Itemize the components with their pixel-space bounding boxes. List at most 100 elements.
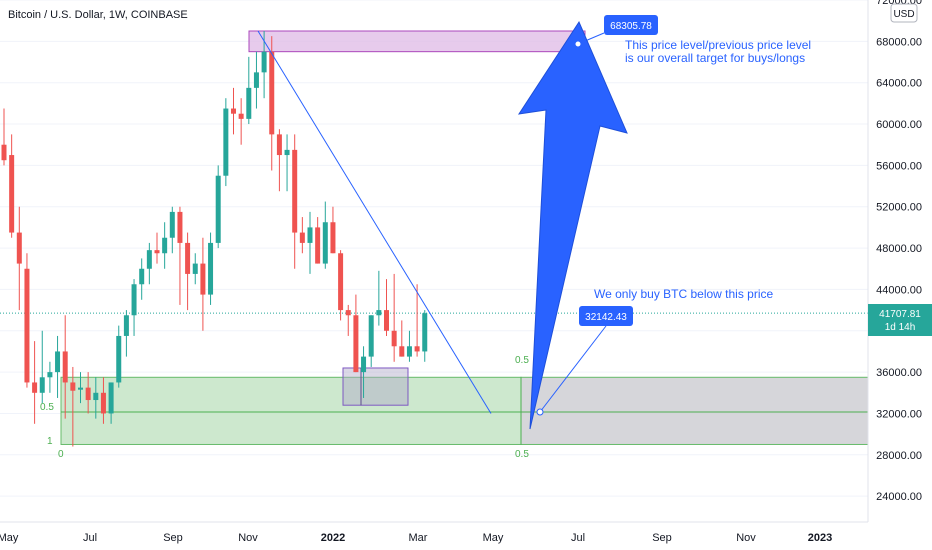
candle-body[interactable] bbox=[269, 51, 275, 135]
candle-body[interactable] bbox=[131, 284, 137, 316]
time-tick-label: 2023 bbox=[808, 532, 832, 544]
candle-body[interactable] bbox=[78, 387, 83, 390]
time-tick-label: May bbox=[483, 532, 504, 544]
candle-body[interactable] bbox=[215, 175, 221, 243]
candle-body[interactable] bbox=[200, 263, 206, 295]
candle-body[interactable] bbox=[9, 155, 15, 233]
candle-body[interactable] bbox=[39, 377, 45, 393]
candle-body[interactable] bbox=[85, 387, 91, 401]
candle-body[interactable] bbox=[162, 237, 168, 254]
fib-label-right-half-bottom: 0.5 bbox=[515, 449, 529, 460]
buy-zone[interactable] bbox=[60, 376, 522, 445]
candle-body[interactable] bbox=[185, 242, 191, 274]
candle-body[interactable] bbox=[100, 392, 106, 414]
chart-title: Bitcoin / U.S. Dollar, 1W, COINBASE bbox=[8, 9, 188, 21]
candle-body[interactable] bbox=[192, 263, 198, 274]
candle-body[interactable] bbox=[116, 335, 122, 383]
candle-body[interactable] bbox=[422, 313, 428, 352]
price-axis[interactable]: 24000.0028000.0032000.0036000.0040000.00… bbox=[867, 0, 932, 550]
candle-body[interactable] bbox=[246, 87, 252, 119]
candle-body[interactable] bbox=[223, 108, 229, 176]
candle-body[interactable] bbox=[146, 250, 152, 269]
time-tick-label: Mar bbox=[409, 532, 428, 544]
candle-body[interactable] bbox=[338, 253, 344, 311]
candle-body[interactable] bbox=[307, 227, 313, 243]
buy-note: We only buy BTC below this price bbox=[594, 287, 774, 301]
candle-body[interactable] bbox=[62, 351, 68, 383]
future-zone[interactable] bbox=[520, 376, 869, 445]
candles[interactable] bbox=[1, 31, 428, 447]
candle-body[interactable] bbox=[406, 346, 412, 357]
current-price-label: 41707.81 1d 14h bbox=[868, 304, 932, 336]
consolidation-box[interactable] bbox=[342, 367, 409, 406]
price-tick-label: 44000.00 bbox=[876, 284, 922, 296]
candle-body[interactable] bbox=[108, 382, 114, 414]
candle-body[interactable] bbox=[47, 372, 53, 378]
candle-body[interactable] bbox=[322, 222, 328, 264]
candle-body[interactable] bbox=[299, 232, 305, 243]
candle-body[interactable] bbox=[276, 134, 282, 156]
buy-callout[interactable]: 32142.43 bbox=[579, 306, 633, 326]
price-tick-label: 24000.00 bbox=[876, 491, 922, 503]
price-tick-label: 68000.00 bbox=[876, 36, 922, 48]
candle-body[interactable] bbox=[292, 149, 298, 233]
buy-callout-connector bbox=[539, 325, 607, 413]
candle-body[interactable] bbox=[261, 51, 267, 73]
candle-body[interactable] bbox=[376, 310, 382, 316]
candle-body[interactable] bbox=[55, 351, 61, 373]
time-axis[interactable]: May Jul Sep Nov 2022 Mar May Jul Sep Nov 2023 bbox=[0, 521, 868, 544]
candle-body[interactable] bbox=[353, 315, 359, 373]
candle-body[interactable] bbox=[345, 310, 351, 316]
target-note-line1: This price level/previous price level bbox=[625, 38, 811, 52]
price-axis-bg bbox=[868, 0, 932, 550]
candle-body[interactable] bbox=[154, 250, 160, 254]
target-callout-value: 68305.78 bbox=[610, 21, 652, 32]
candle-body[interactable] bbox=[330, 222, 336, 254]
downtrend-line[interactable] bbox=[257, 30, 492, 414]
candle-body[interactable] bbox=[253, 72, 259, 88]
candle-body[interactable] bbox=[414, 346, 420, 352]
buy-callout-value: 32142.43 bbox=[585, 312, 627, 323]
candle-body[interactable] bbox=[93, 392, 99, 401]
candle-body[interactable] bbox=[315, 227, 321, 264]
buy-anchor-point[interactable] bbox=[536, 408, 544, 416]
candle-body[interactable] bbox=[70, 382, 76, 391]
fib-label-left-half: 0.5 bbox=[40, 402, 54, 413]
overlays[interactable] bbox=[257, 20, 628, 430]
candle-body[interactable] bbox=[177, 211, 183, 243]
target-zone[interactable] bbox=[248, 30, 586, 53]
currency-badge[interactable]: USD bbox=[890, 3, 918, 23]
candle-body[interactable] bbox=[169, 211, 175, 238]
candle-body[interactable] bbox=[139, 268, 145, 285]
price-tick-label: 60000.00 bbox=[876, 119, 922, 131]
price-tick-label: 52000.00 bbox=[876, 202, 922, 214]
candle-body[interactable] bbox=[32, 382, 38, 393]
candle-body[interactable] bbox=[361, 356, 367, 373]
candle-body[interactable] bbox=[1, 144, 7, 161]
candle-body[interactable] bbox=[399, 346, 405, 357]
fib-label-right-half-top: 0.5 bbox=[515, 355, 529, 366]
big-up-arrow-icon[interactable] bbox=[517, 20, 628, 430]
current-price-value: 41707.81 bbox=[879, 309, 921, 320]
price-tick-label: 64000.00 bbox=[876, 78, 922, 90]
candle-body[interactable] bbox=[238, 113, 244, 119]
candle-body[interactable] bbox=[391, 330, 397, 347]
candle-body[interactable] bbox=[284, 149, 290, 156]
candle-body[interactable] bbox=[208, 242, 214, 295]
time-tick-label: Jul bbox=[571, 532, 585, 544]
candle-body[interactable] bbox=[16, 232, 22, 264]
candle-body[interactable] bbox=[384, 310, 389, 331]
time-tick-label: Nov bbox=[238, 532, 258, 544]
target-anchor-point[interactable] bbox=[574, 40, 582, 48]
fib-label-left-one: 1 bbox=[47, 436, 53, 447]
time-tick-label: Jul bbox=[83, 532, 97, 544]
price-tick-label: 28000.00 bbox=[876, 450, 922, 462]
price-tick-label: 48000.00 bbox=[876, 243, 922, 255]
candle-body[interactable] bbox=[24, 268, 30, 383]
candle-body[interactable] bbox=[231, 108, 236, 114]
candle-body[interactable] bbox=[368, 315, 374, 357]
target-callout[interactable]: 68305.78 bbox=[604, 15, 658, 35]
candle-body[interactable] bbox=[123, 315, 129, 336]
